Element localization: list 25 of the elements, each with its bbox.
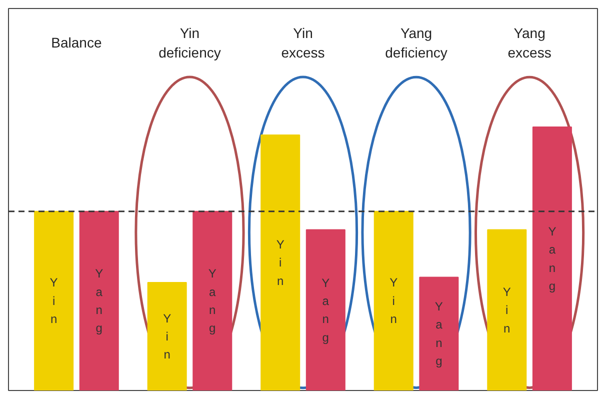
x-tick-label: Yang excess bbox=[508, 25, 552, 60]
text: Yang bbox=[434, 300, 443, 368]
bar bbox=[147, 282, 187, 390]
text: Yin bbox=[50, 276, 58, 326]
text: Yin bbox=[502, 284, 511, 336]
text: Yang bbox=[95, 266, 104, 336]
bar bbox=[192, 210, 232, 390]
x-tick-label: Yin excess bbox=[281, 25, 325, 60]
series-label: Yin bbox=[276, 238, 284, 288]
text: Yang bbox=[548, 224, 556, 294]
text: Yin bbox=[163, 311, 172, 362]
bar bbox=[34, 210, 74, 390]
x-tick-label: Yang deficiency bbox=[385, 25, 448, 60]
bar bbox=[260, 134, 300, 390]
bar bbox=[306, 229, 346, 390]
x-tick-label: Yin deficiency bbox=[158, 25, 221, 60]
bar bbox=[374, 210, 414, 390]
x-tick-label: Balance bbox=[51, 34, 102, 51]
bar bbox=[79, 210, 119, 390]
bar bbox=[532, 126, 572, 390]
bar bbox=[487, 229, 527, 390]
series-label: Yang bbox=[208, 266, 216, 336]
bar bbox=[419, 276, 459, 390]
text: Yang bbox=[322, 276, 330, 344]
text: Yin bbox=[390, 276, 398, 326]
